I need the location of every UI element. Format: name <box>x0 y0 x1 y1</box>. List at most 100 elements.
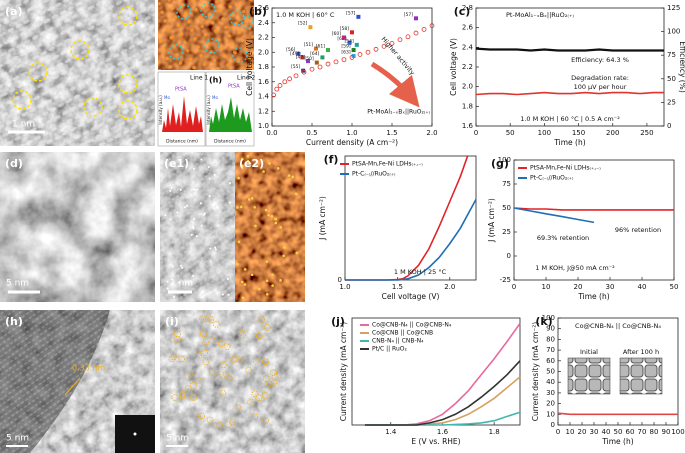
data-line <box>364 360 521 426</box>
legend-label: Pt-C₍₋₎//RuO₂₍₊₎ <box>530 175 574 182</box>
x-tick-label: 100 <box>671 428 684 436</box>
atom-circle <box>199 330 207 337</box>
data-point <box>301 69 307 75</box>
annotation: 1 M KOH | 25 °C <box>394 268 447 276</box>
atom-dot <box>283 246 286 249</box>
atom-circle <box>225 374 233 382</box>
profile-line1 <box>162 96 203 132</box>
y-tick-label: 2.6 <box>462 24 474 32</box>
legend-label: Co@CNB || Co@CNB <box>372 330 433 337</box>
x-tick-label: 30 <box>590 428 599 436</box>
atom-circle <box>251 413 259 421</box>
legend-label: Co@CNB-N₄ || Co@CNB-N₄ <box>372 322 452 329</box>
y-tick-label: 30 <box>546 389 555 397</box>
y-tick-label: 1.6 <box>258 78 270 86</box>
y-tick-label: 0 <box>551 421 555 429</box>
annotation: Initial <box>580 348 598 356</box>
x-tick-label: 50 <box>614 428 623 436</box>
y-tick-label: 50 <box>502 204 511 212</box>
y2-tick-label: 0 <box>667 122 671 130</box>
atom-circle <box>198 412 205 420</box>
fft-spot <box>133 432 137 436</box>
atom-circles <box>168 2 254 63</box>
atom-dot <box>237 240 241 244</box>
atom-circle <box>209 337 216 344</box>
y-tick-label: 1.8 <box>462 102 473 110</box>
atom-circle <box>170 353 178 360</box>
atom-circle <box>168 355 176 363</box>
inset-title: Line 2 <box>237 75 255 82</box>
atom-dot <box>247 198 251 201</box>
reference-point <box>350 30 354 35</box>
y-axis-label: Current density (mA cm⁻²) <box>339 322 348 422</box>
data-point <box>389 41 395 46</box>
data-line <box>513 207 595 224</box>
atom-dot <box>228 201 231 204</box>
trend-arrow <box>370 61 420 108</box>
data-line <box>345 199 477 281</box>
panel-i: (i) 5 nm <box>160 310 305 453</box>
scale-label: 5 nm <box>6 434 29 444</box>
x-tick-label: 80 <box>650 428 659 436</box>
annotation: Efficiency: 64.3 % <box>571 56 629 64</box>
x-axis-label: Cell voltage (V) <box>382 292 440 301</box>
data-point <box>421 26 427 32</box>
atom-dot <box>177 281 180 284</box>
panel-a-inset: Line 1 Line 2 PtSA PtSA Mo Mo (h) Distan… <box>157 0 255 147</box>
axis-label: Distance (nm) <box>166 139 198 145</box>
reference-point <box>308 25 313 30</box>
annotation: Co@CNB-N₄ || Co@CNB-N₄ <box>575 322 661 330</box>
legend-label: PtSA-Mn,Fe-Ni LDHs₍₊,₋₎ <box>352 161 423 168</box>
atom-dot <box>185 205 188 208</box>
y-tick-label: 0 <box>507 252 511 260</box>
atom-circle <box>258 315 266 323</box>
atom-circle <box>230 356 238 363</box>
y-tick-label: 2.2 <box>462 63 473 71</box>
profile-line2 <box>209 97 252 132</box>
scale-label: 5 nm <box>6 279 29 289</box>
atom-dots <box>158 0 254 70</box>
atom-circle <box>270 369 277 376</box>
reference-label: [59] <box>341 44 350 50</box>
axis-label: Intensity (a.u.) <box>158 95 163 125</box>
panel-label: (c) <box>454 5 471 18</box>
data-point <box>405 34 411 40</box>
atom-dot <box>213 173 216 176</box>
spacing-marker <box>64 377 81 396</box>
y-tick-label: 1.2 <box>258 107 269 115</box>
x-tick-label: 0.5 <box>306 129 317 137</box>
atom-dot <box>181 266 184 269</box>
annotation: 1.0 M KOH | 60° C <box>276 11 335 19</box>
panel-label: (k) <box>535 315 552 328</box>
reference-label: [49] <box>290 51 299 57</box>
atom-dot <box>208 195 211 198</box>
atom-dot <box>214 246 217 249</box>
x-tick-label: 50 <box>670 283 679 291</box>
y-tick-label: 60 <box>546 357 555 365</box>
atom-circle <box>173 330 181 338</box>
atom-circle <box>223 343 231 351</box>
panel-label: (d) <box>5 157 23 170</box>
data-line <box>364 411 521 426</box>
x-axis-label: Time (h) <box>553 138 585 147</box>
atom-circle <box>270 379 278 387</box>
atom-dot <box>180 264 183 267</box>
atom-circle <box>229 418 237 426</box>
y-tick-label: 25 <box>502 228 511 236</box>
atom-dot <box>179 188 182 191</box>
atom-dot <box>240 280 244 284</box>
x-tick-label: 1.8 <box>489 428 500 436</box>
reference-point <box>354 42 359 47</box>
atom-dot <box>246 154 250 158</box>
atom-dot <box>267 213 270 217</box>
plot-frame <box>475 7 665 127</box>
y-tick-label: 2.4 <box>258 19 270 27</box>
atom-circle <box>186 370 194 378</box>
reference-label: [60] <box>332 31 341 37</box>
atom-dot <box>253 206 256 209</box>
panel-a: (a) 1 nm <box>0 0 155 146</box>
atom-dot <box>170 187 173 190</box>
annotation: 1.0 M KOH | 60 °C | 0.5 A cm⁻² <box>520 115 620 123</box>
atom-dot <box>192 225 195 228</box>
reference-label: [58] <box>340 26 349 32</box>
